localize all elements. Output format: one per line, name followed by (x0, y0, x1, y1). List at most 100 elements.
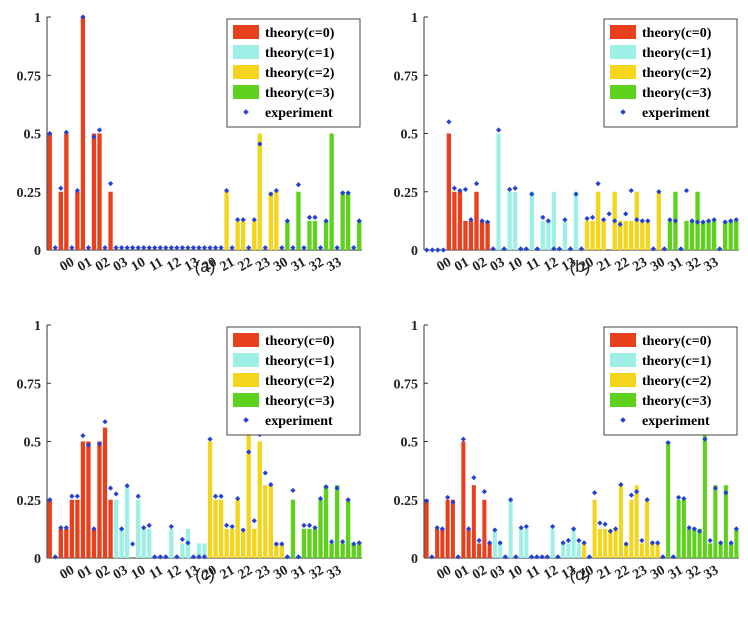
experiment-point (597, 520, 603, 526)
bar (334, 485, 340, 558)
experiment-point (130, 245, 136, 251)
experiment-point (174, 554, 180, 560)
experiment-point (279, 245, 285, 251)
experiment-point (706, 218, 712, 224)
panel-caption: (d) (570, 565, 591, 584)
experiment-point (351, 245, 357, 251)
legend-swatch (610, 393, 636, 407)
experiment-point (329, 539, 335, 545)
experiment-point (80, 433, 86, 439)
experiment-point (424, 247, 430, 253)
bar (312, 528, 318, 558)
x-tick-label: 33 (325, 255, 345, 275)
experiment-point (152, 245, 158, 251)
bar (435, 528, 440, 558)
experiment-point (163, 554, 169, 560)
bar (97, 441, 102, 558)
experiment-point (523, 246, 529, 252)
bar (656, 191, 662, 250)
experiment-point (235, 217, 241, 223)
experiment-point (697, 528, 703, 534)
experiment-point (584, 215, 590, 222)
bar (519, 528, 524, 558)
experiment-point (496, 127, 502, 133)
bar (667, 220, 673, 250)
x-tick-label: 32 (307, 563, 327, 583)
experiment-point (146, 522, 152, 528)
bar (508, 499, 513, 558)
experiment-point (268, 191, 274, 197)
experiment-point (135, 245, 141, 251)
x-tick-label: 23 (253, 563, 273, 583)
bar (655, 543, 660, 558)
experiment-point (218, 245, 224, 251)
experiment-point (224, 187, 230, 194)
bar (290, 499, 296, 558)
experiment-point (74, 187, 80, 194)
bar (64, 133, 69, 250)
y-tick-label: 0.75 (394, 69, 419, 84)
bar (618, 485, 623, 558)
bar (681, 499, 686, 558)
bar (108, 499, 113, 558)
bar (346, 499, 351, 558)
bar (689, 220, 695, 250)
bar (80, 441, 86, 558)
experiment-point (157, 554, 163, 560)
experiment-point (424, 498, 430, 504)
experiment-point (462, 186, 469, 193)
bar (723, 220, 728, 250)
experiment-point (634, 217, 640, 223)
experiment-point (251, 217, 257, 223)
experiment-point (80, 14, 86, 20)
experiment-point (508, 497, 514, 503)
y-tick-label: 1 (34, 11, 41, 26)
legend-label: theory(c=3) (265, 86, 335, 101)
experiment-point (576, 537, 582, 544)
experiment-point (174, 245, 180, 251)
experiment-point (235, 495, 241, 502)
bar (329, 133, 334, 250)
bar (700, 220, 706, 250)
x-tick-label: 31 (289, 563, 309, 583)
experiment-point (290, 487, 296, 494)
experiment-point (246, 245, 252, 251)
y-tick-label: 0 (34, 552, 41, 567)
experiment-point (468, 217, 474, 223)
bar (597, 528, 602, 558)
experiment-point (179, 245, 185, 251)
bar (229, 528, 235, 558)
experiment-point (473, 180, 480, 187)
bar (268, 191, 273, 250)
bar (224, 528, 229, 558)
bar (487, 543, 492, 558)
bar (80, 17, 86, 250)
experiment-point (523, 523, 529, 530)
experiment-point (290, 245, 296, 251)
bar (119, 528, 124, 558)
experiment-point (295, 182, 302, 188)
experiment-point (634, 488, 640, 495)
experiment-point (476, 537, 482, 544)
x-tick-label: 12 (164, 563, 184, 583)
legend-label: theory(c=0) (265, 334, 335, 349)
x-tick-label: 20 (200, 255, 220, 275)
bar (666, 441, 671, 558)
bar (513, 191, 518, 250)
experiment-point (113, 491, 119, 497)
x-tick-label: 11 (147, 563, 166, 583)
bar (235, 220, 240, 250)
experiment-point (317, 245, 324, 251)
bar (124, 485, 130, 558)
experiment-point (676, 494, 682, 501)
experiment-point (501, 246, 507, 252)
legend-swatch (233, 25, 259, 39)
experiment-point (47, 497, 53, 503)
experiment-point (52, 245, 58, 251)
experiment-point (450, 499, 456, 505)
bar (312, 220, 318, 250)
bar (147, 528, 152, 558)
bar (279, 543, 285, 558)
legend-label: theory(c=2) (265, 66, 335, 81)
x-tick-label: 01 (452, 563, 472, 583)
